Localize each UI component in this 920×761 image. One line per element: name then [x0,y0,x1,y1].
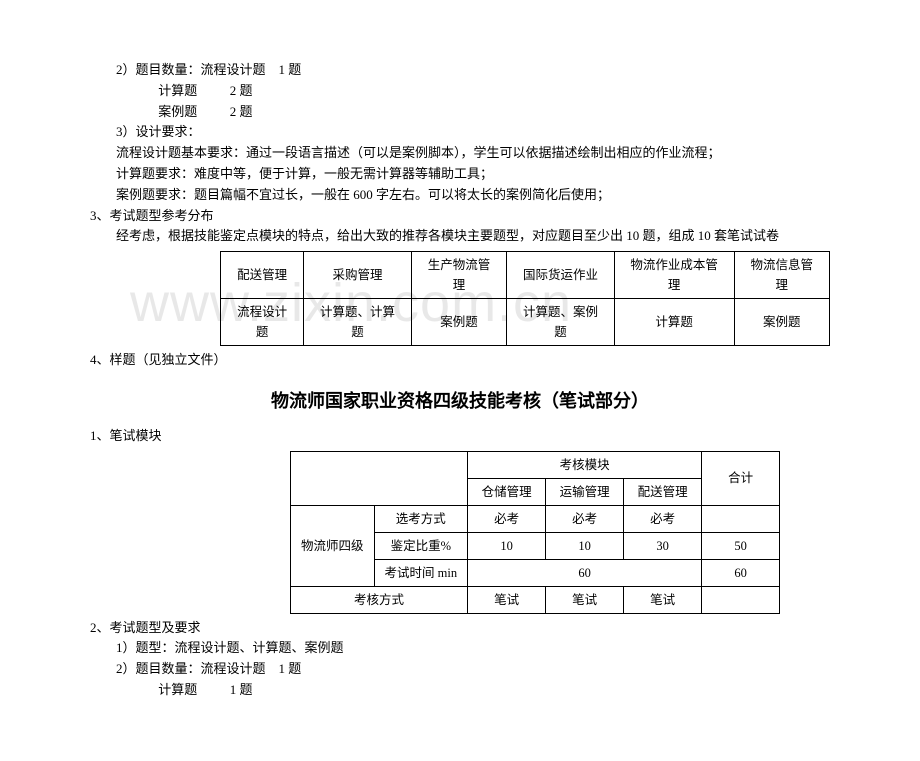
table-cell: 计算题 [614,299,734,346]
body-text: 2、考试题型及要求 [90,618,830,639]
body-text: 3）设计要求： [90,122,830,143]
table-row: 流程设计题 计算题、计算题 案例题 计算题、案例题 计算题 案例题 [221,299,830,346]
table-cell: 案例题 [411,299,506,346]
table-cell: 合计 [702,451,780,505]
table-cell: 物流信息管理 [734,252,829,299]
table-cell: 计算题、计算题 [304,299,412,346]
table-cell: 物流师四级 [291,505,375,586]
body-text: 计算题要求：难度中等，便于计算，一般无需计算器等辅助工具； [90,164,830,185]
table-cell: 笔试 [468,586,546,613]
table-cell: 60 [468,559,702,586]
body-text: 4、样题（见独立文件） [90,350,830,371]
body-text: 3、考试题型参考分布 [90,206,830,227]
question-type-distribution-table: 配送管理 采购管理 生产物流管理 国际货运作业 物流作业成本管理 物流信息管理 … [220,251,830,346]
body-text: 案例题要求：题目篇幅不宜过长，一般在 600 字左右。可以将太长的案例简化后使用… [90,185,830,206]
table-cell: 考核方式 [291,586,468,613]
table-cell [702,586,780,613]
table-row: 配送管理 采购管理 生产物流管理 国际货运作业 物流作业成本管理 物流信息管理 [221,252,830,299]
table-cell: 国际货运作业 [507,252,615,299]
table-row: 考核模块 合计 [291,451,780,478]
body-text: 计算题 2 题 [90,81,830,102]
section-title: 物流师国家职业资格四级技能考核（笔试部分） [90,387,830,416]
written-exam-module-table: 考核模块 合计 仓储管理 运输管理 配送管理 物流师四级 选考方式 必考 必考 … [290,451,780,614]
table-cell: 10 [468,532,546,559]
table-cell: 配送管理 [221,252,304,299]
table-cell: 50 [702,532,780,559]
table-cell: 物流作业成本管理 [614,252,734,299]
table-cell [291,451,468,505]
table-cell: 笔试 [624,586,702,613]
body-text: 案例题 2 题 [90,102,830,123]
table-cell: 必考 [468,505,546,532]
body-text: 1）题型：流程设计题、计算题、案例题 [90,638,830,659]
body-text: 流程设计题基本要求：通过一段语言描述（可以是案例脚本），学生可以依据描述绘制出相… [90,143,830,164]
body-text: 2）题目数量：流程设计题 1 题 [90,659,830,680]
table-cell: 必考 [624,505,702,532]
table-cell: 鉴定比重% [374,532,468,559]
table-cell: 30 [624,532,702,559]
table-cell: 必考 [546,505,624,532]
table-cell: 考核模块 [468,451,702,478]
body-text: 经考虑，根据技能鉴定点模块的特点，给出大致的推荐各模块主要题型，对应题目至少出 … [90,226,830,247]
table-row: 考核方式 笔试 笔试 笔试 [291,586,780,613]
table-cell: 考试时间 min [374,559,468,586]
table-cell: 笔试 [546,586,624,613]
table-cell: 计算题、案例题 [507,299,615,346]
table-cell: 60 [702,559,780,586]
table-cell: 运输管理 [546,478,624,505]
table-row: 物流师四级 选考方式 必考 必考 必考 [291,505,780,532]
table-cell: 采购管理 [304,252,412,299]
table-cell: 配送管理 [624,478,702,505]
table-cell: 仓储管理 [468,478,546,505]
table-cell: 案例题 [734,299,829,346]
table-cell: 流程设计题 [221,299,304,346]
table-cell: 生产物流管理 [411,252,506,299]
body-text: 2）题目数量：流程设计题 1 题 [90,60,830,81]
table-cell: 选考方式 [374,505,468,532]
body-text: 计算题 1 题 [90,680,830,701]
table-cell [702,505,780,532]
body-text: 1、笔试模块 [90,426,830,447]
table-cell: 10 [546,532,624,559]
